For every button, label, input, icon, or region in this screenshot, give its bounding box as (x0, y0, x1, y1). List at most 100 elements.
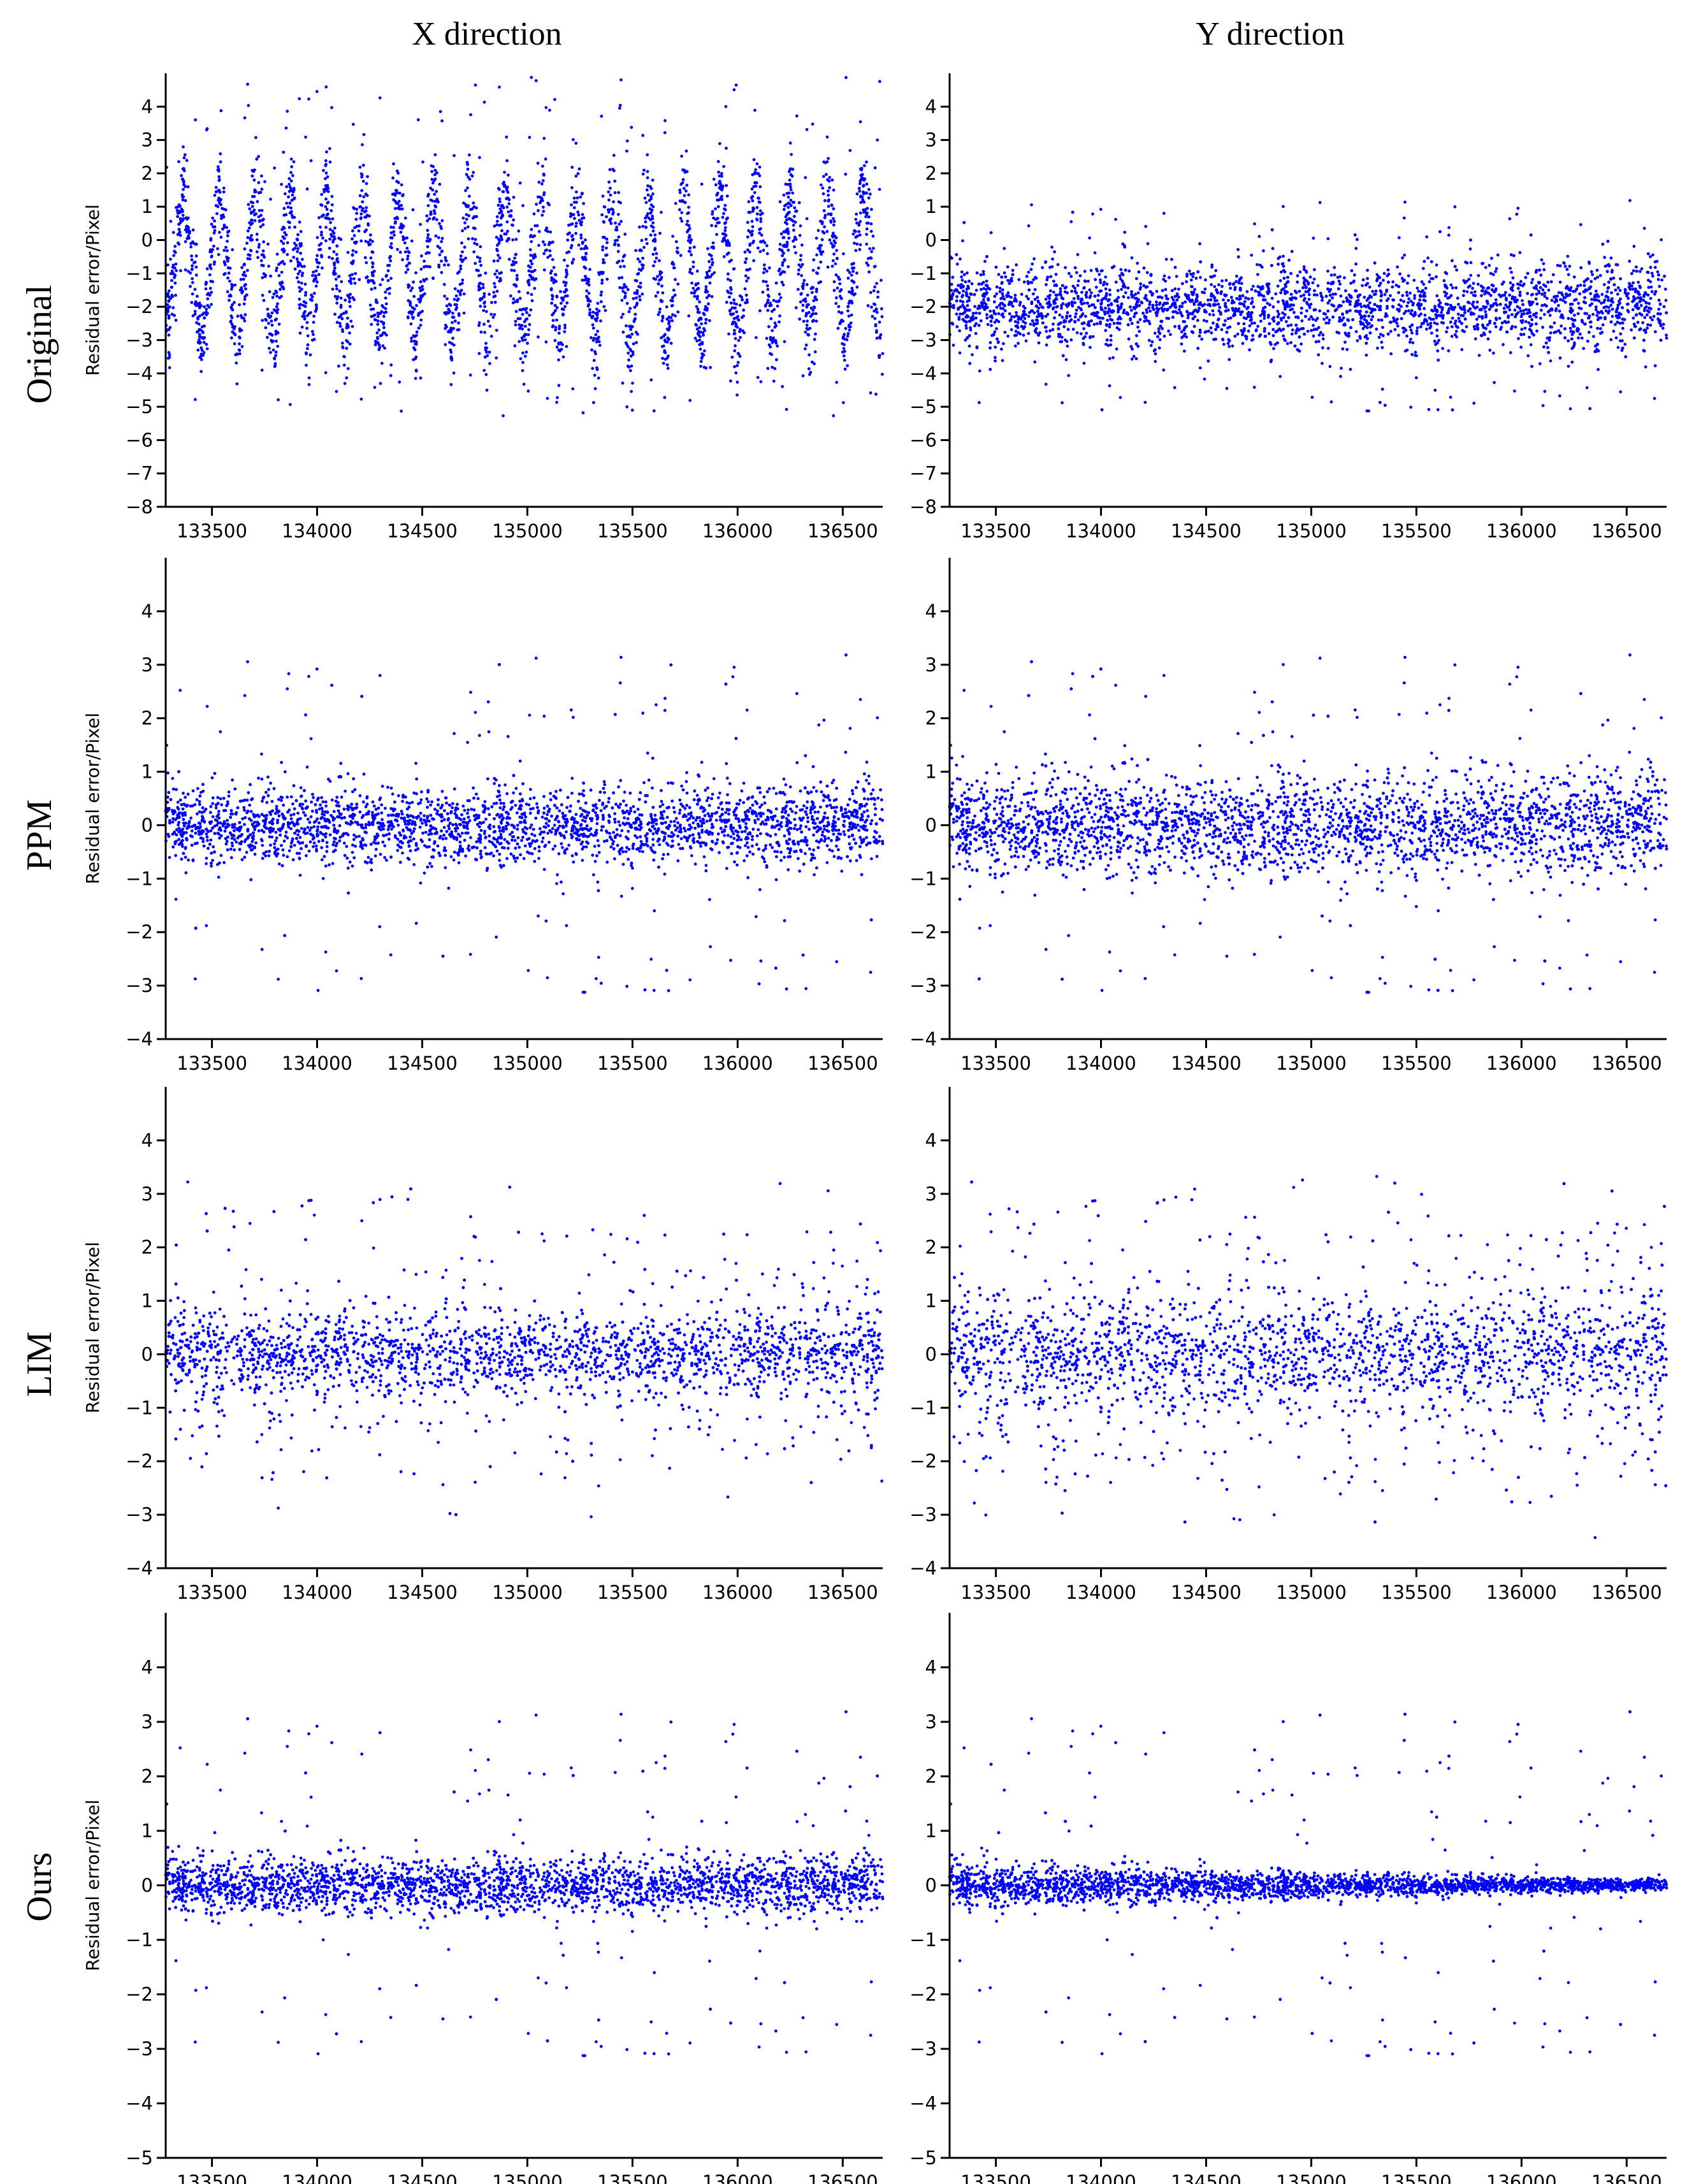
data-point (240, 266, 244, 270)
data-point (389, 374, 393, 377)
data-point (699, 347, 702, 351)
data-point (500, 210, 503, 214)
data-point (596, 330, 600, 333)
data-point (484, 373, 488, 376)
data-point (352, 277, 356, 280)
x-tick-label: 134000 (282, 520, 352, 542)
data-point (256, 238, 259, 242)
data-point (310, 330, 314, 333)
data-point (243, 298, 247, 301)
data-point (851, 232, 855, 236)
data-point (300, 281, 303, 285)
data-point (778, 299, 781, 303)
data-point (194, 304, 198, 307)
data-point (1658, 303, 1662, 306)
data-point (772, 298, 776, 302)
data-point (1221, 337, 1224, 341)
data-point (1049, 289, 1052, 293)
data-point (962, 289, 965, 293)
data-point (734, 337, 737, 340)
data-point (552, 266, 556, 269)
data-point (371, 251, 375, 254)
data-point (688, 234, 691, 237)
data-point (475, 255, 479, 259)
data-point (1554, 307, 1558, 310)
data-point (576, 196, 579, 200)
data-point (366, 222, 370, 226)
data-point (526, 342, 529, 345)
data-point (1041, 266, 1044, 270)
data-point (238, 303, 241, 307)
data-point (651, 226, 655, 229)
data-point (623, 283, 626, 286)
data-point (1405, 291, 1408, 294)
data-point (275, 269, 278, 272)
data-point (786, 195, 790, 199)
data-point (727, 241, 731, 245)
data-point (467, 237, 470, 241)
data-point (485, 388, 489, 392)
data-point (663, 119, 667, 122)
data-point (620, 276, 624, 279)
data-point (214, 186, 218, 189)
data-point (194, 254, 198, 258)
data-point (1338, 282, 1342, 286)
data-point (440, 119, 444, 123)
data-point (789, 188, 793, 191)
data-point (184, 268, 187, 272)
data-point (284, 126, 288, 130)
data-point (656, 291, 660, 295)
data-point (542, 268, 546, 272)
data-point (491, 316, 495, 319)
data-point (541, 240, 545, 244)
data-point (1270, 296, 1274, 300)
data-point (298, 221, 301, 224)
data-point (1030, 302, 1034, 305)
data-point (765, 337, 769, 340)
data-point (842, 347, 846, 351)
data-point (665, 363, 669, 367)
data-point (328, 147, 331, 150)
data-point (222, 207, 226, 211)
data-point (660, 319, 664, 323)
data-point (563, 326, 567, 330)
data-point (692, 245, 696, 249)
data-point (1495, 316, 1498, 320)
data-point (998, 286, 1002, 290)
data-point (243, 270, 246, 274)
data-point (398, 380, 402, 384)
data-point (872, 302, 876, 306)
data-point (1442, 314, 1445, 317)
data-point (282, 207, 286, 210)
data-point (769, 302, 772, 305)
data-point (560, 347, 563, 351)
data-point (300, 274, 304, 277)
data-point (832, 252, 836, 256)
data-point (498, 239, 502, 242)
data-point (651, 178, 655, 182)
data-point (728, 309, 732, 313)
data-point (644, 238, 648, 241)
data-point (407, 251, 411, 254)
data-point (870, 250, 873, 254)
data-point (407, 284, 411, 288)
data-point (348, 296, 352, 300)
data-point (1091, 335, 1095, 339)
data-point (623, 291, 627, 295)
data-point (814, 332, 817, 336)
data-point (832, 207, 836, 210)
data-point (216, 165, 220, 168)
data-point (1642, 328, 1646, 332)
data-point (820, 222, 824, 226)
data-point (228, 298, 231, 302)
data-point (512, 196, 516, 199)
data-point (1488, 264, 1491, 267)
data-point (832, 188, 836, 192)
data-point (734, 344, 737, 347)
data-point (1632, 316, 1635, 320)
data-point (324, 177, 327, 180)
data-point (865, 213, 869, 216)
data-point (752, 158, 756, 161)
data-point (975, 271, 979, 275)
data-point (1391, 280, 1395, 284)
